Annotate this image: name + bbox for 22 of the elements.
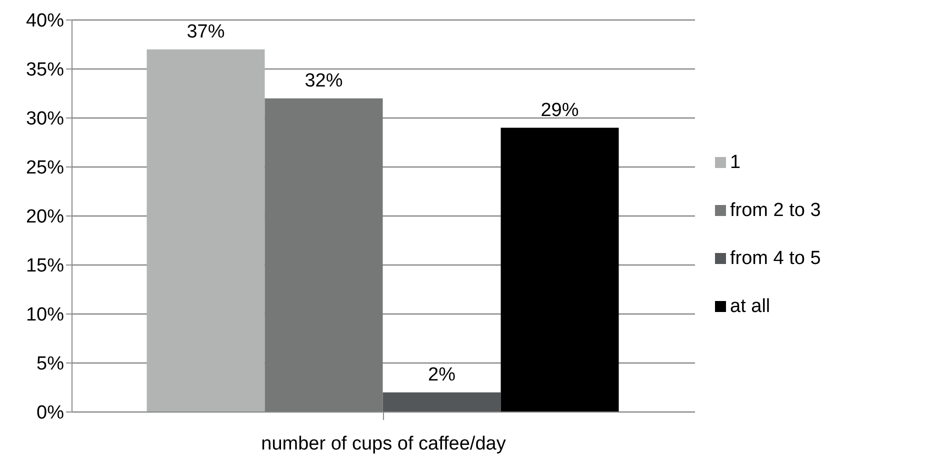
bar — [382, 392, 501, 412]
legend-label: at all — [730, 296, 770, 317]
legend-label: from 4 to 5 — [730, 248, 821, 269]
x-tick-label: number of cups of caffee/day — [261, 433, 506, 454]
y-tick-label: 10% — [26, 304, 64, 326]
y-tick-label: 40% — [26, 10, 64, 32]
legend-label: 1 — [730, 152, 741, 173]
bar — [500, 128, 619, 412]
data-label: 37% — [186, 21, 225, 42]
y-tick-label: 35% — [26, 60, 64, 81]
bar — [264, 98, 383, 412]
y-tick-label: 20% — [26, 206, 64, 228]
legend-label: from 2 to 3 — [730, 200, 821, 221]
data-label: 2% — [428, 364, 456, 386]
y-tick-label: 15% — [26, 256, 64, 277]
bar — [146, 49, 265, 412]
y-tick-label: 25% — [26, 158, 64, 179]
y-tick-label: 30% — [26, 108, 64, 130]
data-label: 32% — [304, 70, 343, 92]
y-tick-label: 5% — [36, 354, 64, 375]
y-tick-label: 0% — [36, 402, 64, 424]
data-label: 29% — [540, 100, 579, 121]
